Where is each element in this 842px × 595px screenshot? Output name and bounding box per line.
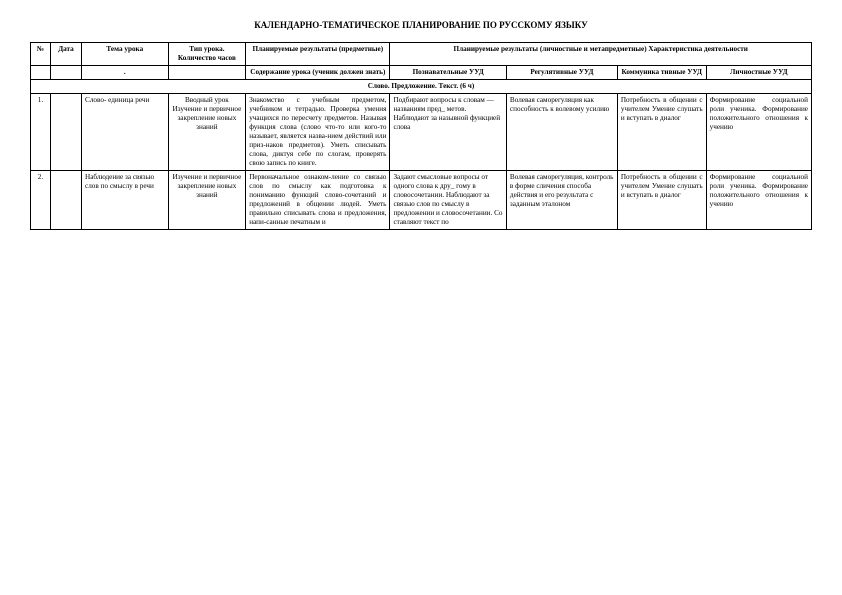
cell-date [50, 171, 81, 230]
page-title: КАЛЕНДАРНО-ТЕМАТИЧЕСКОЕ ПЛАНИРОВАНИЕ ПО … [30, 20, 812, 30]
cell-pozn: Задают смысловые вопросы от одного слова… [390, 171, 506, 230]
cell-topic: Наблюдение за связью слов по смыслу в ре… [82, 171, 169, 230]
col-komm: Коммуника тивные УУД [617, 66, 706, 80]
cell-num: 2. [31, 171, 51, 230]
header-row-1: № Дата Тема урока Тип урока. Количество … [31, 43, 812, 66]
cell-topic: Слово- единица речи [82, 94, 169, 171]
col-planned-subject: Планируемые результаты (предметные) [246, 43, 390, 66]
cell-content: Первоначальное ознаком-ление со связью с… [246, 171, 390, 230]
col-content: Содержание урока (ученик должен знать) [246, 66, 390, 80]
col-reg: Регулятивные УУД [506, 66, 617, 80]
col-topic: Тема урока [82, 43, 169, 66]
cell-reg: Волевая саморегуляция, контроль в форме … [506, 171, 617, 230]
col-pozn: Познавательные УУД [390, 66, 506, 80]
plan-table: № Дата Тема урока Тип урока. Количество … [30, 42, 812, 230]
cell-komm: Потребность в общении с учителем Умение … [617, 171, 706, 230]
cell-reg: Волевая саморегуляция как способность к … [506, 94, 617, 171]
cell-num: 1. [31, 94, 51, 171]
blank-1 [31, 66, 51, 80]
cell-pozn: Подбирают вопросы к словам — названиям п… [390, 94, 506, 171]
cell-lich: Формирование социальной роли ученика. Фо… [706, 171, 811, 230]
cell-lich: Формирование социальной роли ученика. Фо… [706, 94, 811, 171]
cell-content: Знакомство с учебным предметом, учебнико… [246, 94, 390, 171]
col-lich: Личностные УУД [706, 66, 811, 80]
cell-komm: Потребность в общении с учителем Умение … [617, 94, 706, 171]
col-num: № [31, 43, 51, 66]
blank-2 [50, 66, 81, 80]
table-row: 2. Наблюдение за связью слов по смыслу в… [31, 171, 812, 230]
header-row-3: . Содержание урока (ученик должен знать)… [31, 66, 812, 80]
section-row: Слово. Предложение. Текст. (6 ч) [31, 80, 812, 94]
cell-type: Вводный урок Изучение и первичное закреп… [168, 94, 246, 171]
col-type: Тип урока. Количество часов [168, 43, 246, 66]
blank-3: . [82, 66, 169, 80]
cell-date [50, 94, 81, 171]
col-date: Дата [50, 43, 81, 66]
col-planned-meta: Планируемые результаты (личностные и мет… [390, 43, 812, 66]
blank-4 [168, 66, 246, 80]
table-row: 1. Слово- единица речи Вводный урок Изуч… [31, 94, 812, 171]
cell-type: Изучение и первичное закрепление новых з… [168, 171, 246, 230]
section-title: Слово. Предложение. Текст. (6 ч) [31, 80, 812, 94]
